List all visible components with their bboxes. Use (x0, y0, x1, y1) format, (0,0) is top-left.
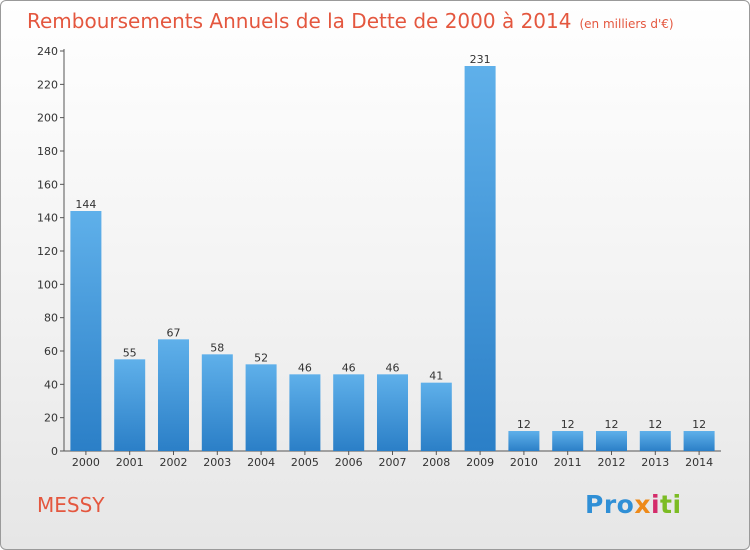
x-tick-label: 2001 (116, 456, 144, 469)
bar (289, 374, 321, 451)
y-tick-label: 0 (51, 445, 58, 458)
y-tick-label: 80 (44, 312, 58, 325)
bar (596, 431, 627, 451)
data-label: 46 (298, 361, 312, 374)
x-tick-label: 2007 (379, 456, 407, 469)
data-label: 58 (210, 341, 224, 354)
x-tick-label: 2004 (247, 456, 275, 469)
bar (552, 431, 584, 451)
data-label: 46 (386, 361, 400, 374)
x-tick-label: 2008 (422, 456, 450, 469)
bar (201, 354, 233, 451)
x-tick-label: 2010 (510, 456, 538, 469)
data-label: 41 (429, 370, 443, 383)
x-tick-label: 2003 (203, 456, 231, 469)
y-tick-label: 180 (37, 145, 58, 158)
y-tick-label: 140 (37, 212, 58, 225)
bar (639, 431, 671, 451)
y-tick-label: 100 (37, 278, 58, 291)
y-tick-label: 60 (44, 345, 58, 358)
data-label: 12 (648, 418, 662, 431)
x-tick-label: 2000 (72, 456, 100, 469)
y-tick-label: 160 (37, 178, 58, 191)
data-label: 231 (470, 53, 491, 66)
data-label: 52 (254, 351, 268, 364)
x-tick-label: 2006 (335, 456, 363, 469)
data-label: 12 (561, 418, 575, 431)
chart-title-text: Remboursements Annuels de la Dette de 20… (27, 9, 572, 33)
bar (70, 211, 102, 451)
proxiti-logo: Proxiti (585, 490, 682, 519)
x-tick-label: 2002 (160, 456, 188, 469)
y-tick-label: 20 (44, 412, 58, 425)
bar (158, 339, 189, 451)
x-tick-label: 2011 (554, 456, 582, 469)
x-tick-label: 2012 (598, 456, 626, 469)
y-tick-label: 200 (37, 112, 58, 125)
data-label: 67 (167, 326, 181, 339)
x-tick-label: 2013 (641, 456, 669, 469)
y-tick-label: 120 (37, 245, 58, 258)
data-label: 144 (75, 198, 96, 211)
data-label: 12 (605, 418, 619, 431)
x-tick-label: 2009 (466, 456, 494, 469)
chart-title: Remboursements Annuels de la Dette de 20… (27, 9, 674, 33)
bar (245, 364, 277, 451)
y-tick-label: 240 (37, 45, 58, 58)
y-tick-label: 220 (37, 78, 58, 91)
y-tick-label: 40 (44, 378, 58, 391)
data-label: 12 (692, 418, 706, 431)
bar (420, 382, 452, 451)
bar (114, 359, 146, 451)
data-label: 12 (517, 418, 531, 431)
chart-subtitle: (en milliers d'€) (579, 17, 674, 31)
x-tick-label: 2005 (291, 456, 319, 469)
bar (683, 431, 715, 451)
bar (508, 431, 540, 451)
x-tick-label: 2014 (685, 456, 713, 469)
bar (333, 374, 365, 451)
bar (377, 374, 408, 451)
data-label: 55 (123, 346, 137, 359)
city-name: MESSY (37, 493, 105, 517)
bar (464, 66, 496, 451)
data-label: 46 (342, 361, 356, 374)
